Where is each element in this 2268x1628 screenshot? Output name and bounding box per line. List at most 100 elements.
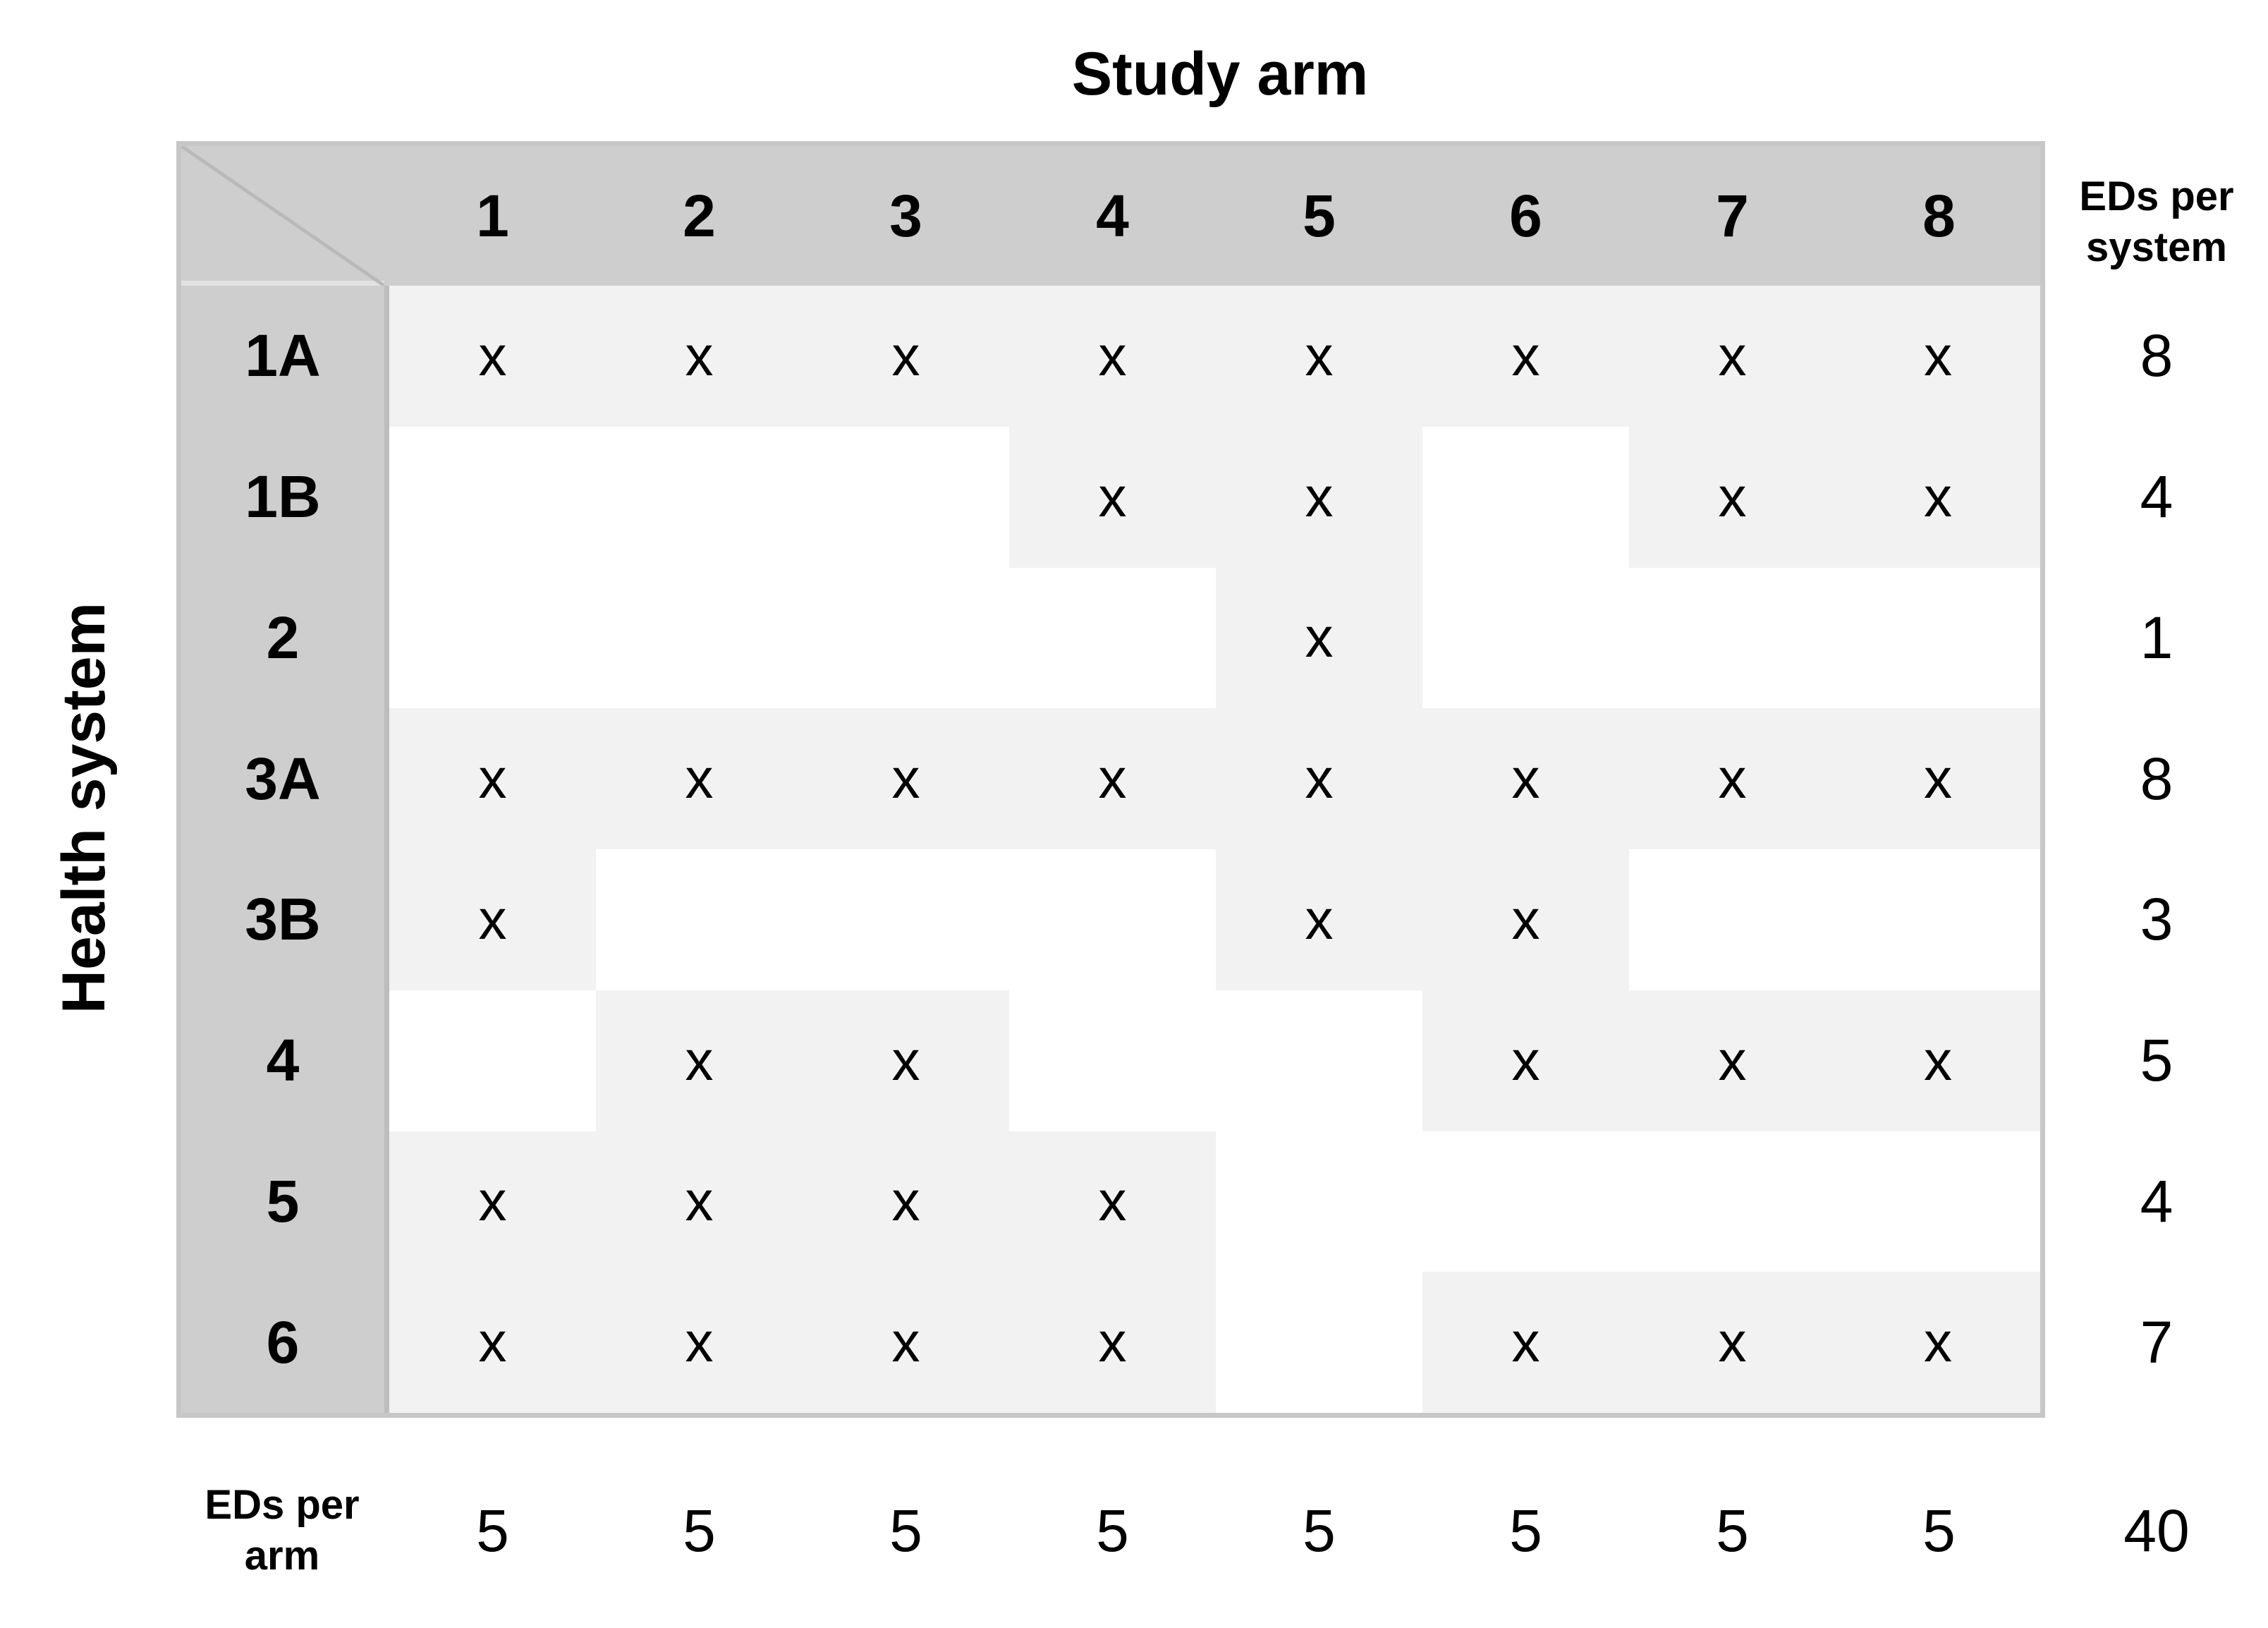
- row-total: 5: [2140, 1027, 2174, 1094]
- empty-cell: [1836, 1131, 2040, 1272]
- arm-header: 5: [1303, 182, 1336, 249]
- marked-cell: x: [1836, 990, 2040, 1131]
- marked-cell: x: [1422, 286, 1629, 427]
- column-total: 5: [683, 1497, 716, 1564]
- marked-cell: x: [803, 1272, 1009, 1413]
- row-label: 6: [266, 1308, 300, 1375]
- row-total: 4: [2140, 463, 2174, 530]
- column-total: 5: [889, 1497, 922, 1564]
- row-total: 4: [2140, 1167, 2174, 1234]
- column-total: 5: [1509, 1497, 1542, 1564]
- row-label-band: [181, 286, 384, 1413]
- empty-cell: [1216, 1272, 1422, 1413]
- empty-cell: [803, 568, 1009, 709]
- marked-cell: x: [803, 1131, 1009, 1272]
- empty-cell: [1009, 568, 1216, 709]
- row-total-header-line2: system: [2086, 224, 2227, 270]
- marked-cell: x: [1629, 1272, 1836, 1413]
- column-total: 5: [1303, 1497, 1336, 1564]
- empty-cell: [1836, 849, 2040, 990]
- marked-cell: x: [389, 1131, 596, 1272]
- marked-cell: x: [596, 286, 803, 427]
- marked-cell: x: [1216, 849, 1422, 990]
- marked-cell: x: [1009, 1131, 1216, 1272]
- row-label: 2: [266, 604, 300, 671]
- marked-cell: x: [1216, 426, 1422, 568]
- row-total-header: EDs per system: [2045, 159, 2268, 286]
- marked-cell: x: [1422, 990, 1629, 1131]
- column-total-header-line2: arm: [244, 1533, 320, 1579]
- arm-header: 3: [889, 182, 922, 249]
- row-label: 4: [266, 1027, 300, 1094]
- marked-cell: x: [389, 708, 596, 849]
- empty-cell: [596, 427, 803, 568]
- column-total-header-line1: EDs per: [205, 1481, 360, 1528]
- marked-cell: x: [1009, 708, 1216, 849]
- marked-cell: x: [1629, 708, 1836, 849]
- row-total: 8: [2140, 322, 2174, 389]
- row-axis-title-text: Health system: [50, 602, 118, 1014]
- marked-cell: x: [1836, 426, 2040, 568]
- marked-cell: x: [1009, 1272, 1216, 1413]
- row-label: 5: [266, 1167, 300, 1234]
- marked-cell: x: [803, 708, 1009, 849]
- column-axis-title: Study arm: [1071, 40, 1369, 108]
- marked-cell: x: [1216, 286, 1422, 427]
- row-label: 3A: [245, 745, 321, 812]
- marked-cell: x: [1836, 1272, 2040, 1413]
- empty-cell: [389, 568, 596, 709]
- row-label: 1A: [245, 322, 321, 389]
- arm-header: 7: [1716, 182, 1749, 249]
- arm-header: 2: [683, 182, 716, 249]
- column-total: 5: [1096, 1497, 1129, 1564]
- marked-cell: x: [1836, 286, 2040, 427]
- empty-cell: [596, 568, 803, 709]
- marked-cell: x: [1009, 426, 1216, 568]
- arm-header: 8: [1922, 182, 1956, 249]
- marked-cell: x: [389, 1272, 596, 1413]
- marked-cell: x: [389, 849, 596, 990]
- empty-cell: [1009, 849, 1216, 990]
- empty-cell: [1629, 849, 1836, 990]
- marked-cell: x: [1009, 286, 1216, 427]
- marked-cell: x: [596, 1131, 803, 1272]
- marked-cell: x: [803, 286, 1009, 427]
- empty-cell: [1836, 568, 2040, 709]
- arm-header: 1: [476, 182, 509, 249]
- column-total: 5: [1922, 1497, 1956, 1564]
- column-total: 5: [1716, 1497, 1749, 1564]
- column-total: 5: [476, 1497, 509, 1564]
- empty-cell: [1009, 990, 1216, 1131]
- marked-cell: x: [1629, 286, 1836, 427]
- grand-total: 40: [2123, 1497, 2190, 1564]
- corner-diagonal: [181, 146, 384, 286]
- marked-cell: x: [596, 1272, 803, 1413]
- marked-cell: x: [596, 990, 803, 1131]
- empty-cell: [1422, 427, 1629, 568]
- arm-header: 6: [1509, 182, 1542, 249]
- empty-cell: [1422, 568, 1629, 709]
- row-label-separator: [384, 286, 389, 1413]
- marked-cell: x: [1422, 708, 1629, 849]
- row-label: 3B: [245, 886, 321, 953]
- empty-cell: [803, 849, 1009, 990]
- header-separator: [181, 281, 384, 286]
- empty-cell: [389, 990, 596, 1131]
- marked-cell: x: [1629, 426, 1836, 568]
- marked-cell: x: [1422, 1272, 1629, 1413]
- row-total: 3: [2140, 886, 2174, 953]
- empty-cell: [596, 849, 803, 990]
- row-axis-title: Health system: [7, 602, 162, 1013]
- marked-cell: x: [1216, 567, 1422, 709]
- column-total-header: EDs per arm: [176, 1467, 388, 1594]
- marked-cell: x: [596, 708, 803, 849]
- arm-header: 4: [1096, 182, 1129, 249]
- marked-cell: x: [1836, 708, 2040, 849]
- empty-cell: [1216, 1131, 1422, 1272]
- row-total: 1: [2140, 604, 2174, 671]
- row-total: 8: [2140, 745, 2174, 812]
- empty-cell: [1422, 1131, 1629, 1272]
- empty-cell: [1216, 990, 1422, 1131]
- header-band: [181, 146, 2040, 286]
- row-label: 1B: [245, 463, 321, 530]
